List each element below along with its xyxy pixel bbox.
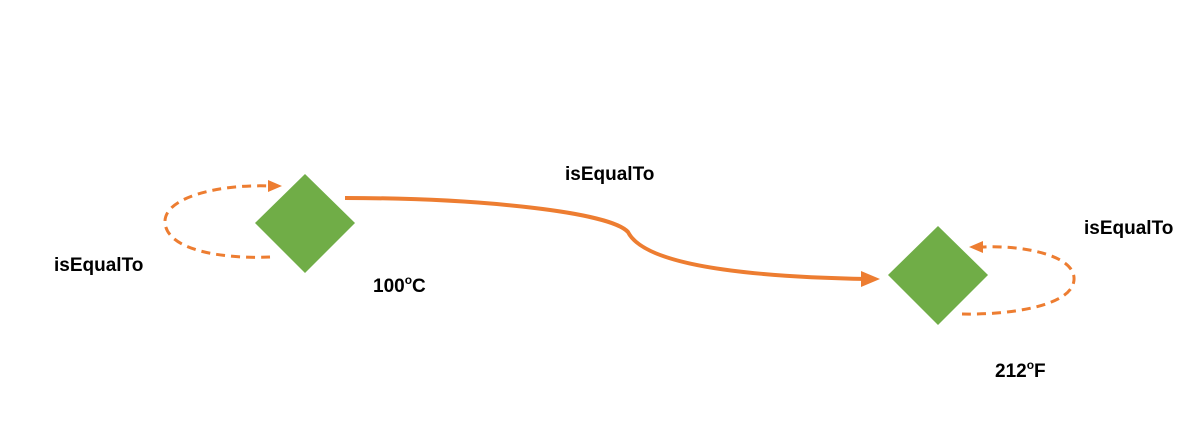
left-self-loop-edge [165, 186, 270, 258]
node-left-unit: C [412, 276, 426, 297]
node-label-right: 212oF [995, 362, 1046, 381]
node-left-value: 100 [373, 276, 405, 297]
right-self-loop-arrowhead [969, 241, 983, 253]
left-self-loop-arrowhead [268, 180, 282, 192]
node-right-unit: F [1034, 361, 1046, 382]
node-label-left: 100oC [373, 277, 426, 296]
main-edge [345, 198, 868, 279]
node-right-degree: o [1027, 358, 1034, 372]
node-diamond-right [888, 226, 988, 325]
node-left-degree: o [405, 273, 412, 287]
main-edge-arrowhead [861, 271, 880, 287]
right-self-loop-label: isEqualTo [1084, 219, 1173, 238]
left-self-loop-label: isEqualTo [54, 256, 143, 275]
main-edge-label: isEqualTo [565, 165, 654, 184]
node-right-value: 212 [995, 361, 1027, 382]
